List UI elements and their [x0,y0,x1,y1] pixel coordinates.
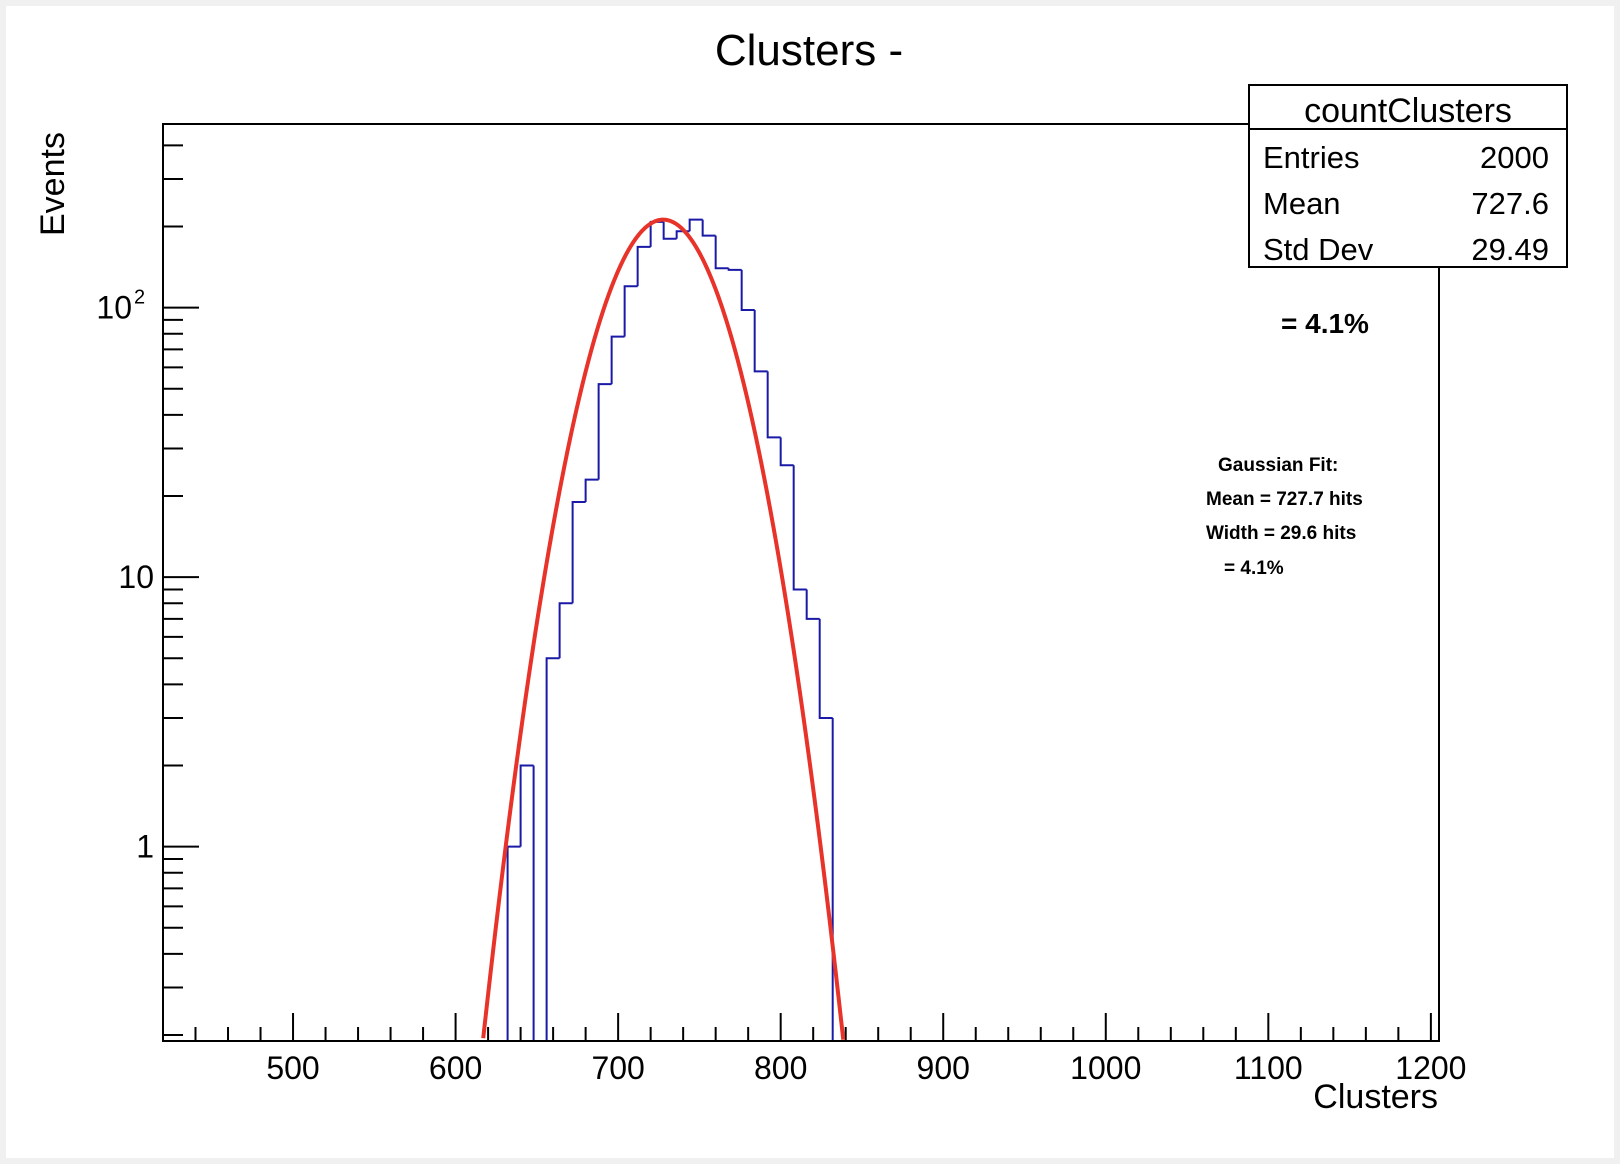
resolution-annotation: = 4.1% [1281,308,1369,339]
y-tick-label: 10 [96,290,132,326]
stats-entries-value: 2000 [1480,140,1549,175]
histogram-bin [818,618,833,720]
histogram-bin [662,221,677,240]
stats-box-title: countClusters [1304,92,1512,130]
stats-mean-value: 727.6 [1471,186,1549,221]
histogram-bin [649,220,664,247]
histogram-bin [701,219,716,237]
fit-resolution-annotation: = 4.1% [1224,558,1284,579]
histogram-bin [779,437,794,467]
x-tick-label: 700 [591,1050,644,1086]
histogram-bin [610,335,625,385]
histogram-bin [688,218,703,232]
histogram-bin [727,268,742,271]
histogram-bin [558,602,573,659]
x-axis-label: Clusters [1313,1078,1438,1116]
fit-mean-annotation: Mean = 727.7 hits [1206,489,1363,510]
fit-curve [481,217,846,1040]
histogram-bin [519,764,534,847]
histogram-bin [753,309,768,373]
histogram-chart: Clusters - 500 600 700 800 900 1000 1100 1200 1 1… [34,26,1568,1116]
histogram-bin [506,845,521,1041]
histogram-bin [805,589,820,620]
histogram-bin [584,478,599,502]
histogram-bin [545,657,560,1041]
stats-entries-label: Entries [1263,140,1359,175]
y-tick-exponent: 2 [134,287,145,309]
histogram-bin [740,269,755,311]
fit-title-annotation: Gaussian Fit: [1218,455,1338,476]
x-tick-label: 1100 [1234,1050,1303,1086]
x-tick-label: 900 [917,1050,970,1086]
stats-stddev-value: 29.49 [1471,232,1549,267]
histogram-bin [532,765,547,1042]
histogram-bin [597,383,612,480]
x-tick-label: 500 [266,1050,319,1086]
y-tick-label: 10 [118,559,154,595]
histogram-bin [571,500,586,604]
y-tick-label: 1 [136,829,154,865]
gaussian-fit [481,217,846,1040]
x-tick-label: 1200 [1395,1050,1466,1086]
plot-frame [162,123,1440,1042]
x-tick-label: 800 [754,1050,807,1086]
chart-title: Clusters - [715,26,903,75]
histogram-bins [506,218,846,1042]
histogram-bin [766,371,781,439]
stats-stddev-label: Std Dev [1263,232,1374,267]
x-tick-label: 1000 [1070,1050,1141,1086]
x-tick-label: 600 [429,1050,482,1086]
plot-canvas: Clusters - 500 600 700 800 900 1000 1100 1200 1 1… [6,6,1614,1158]
stats-box: countClusters Entries 2000 Mean 727.6 St… [1248,84,1568,268]
stats-mean-label: Mean [1263,186,1341,221]
histogram-bin [792,465,807,591]
y-axis-label: Events [34,132,72,236]
histogram-bin [714,235,729,270]
histogram-bin [623,285,638,337]
fit-width-annotation: Width = 29.6 hits [1206,523,1356,544]
histogram-bin [636,245,651,287]
